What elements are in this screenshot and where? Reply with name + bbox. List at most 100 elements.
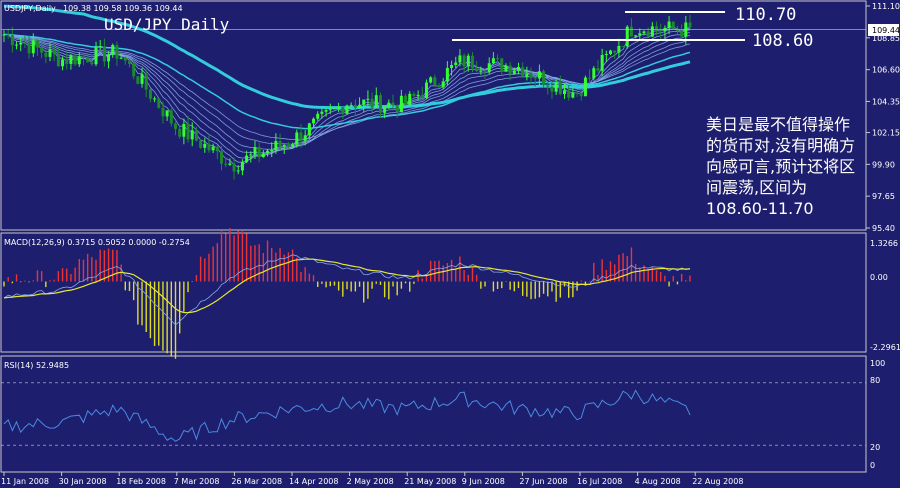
price-bar-body: [512, 70, 516, 75]
price-bar-body: [69, 55, 73, 64]
price-bar-body: [504, 65, 508, 72]
price-bar-body: [253, 147, 257, 155]
price-bar-body: [61, 59, 65, 67]
price-tick-label: 111.10: [872, 2, 900, 11]
price-bar-body: [508, 65, 512, 75]
comment-line-2: 的货币对,没有明确方: [706, 136, 855, 155]
price-bar-body: [15, 44, 19, 46]
price-bar-body: [671, 21, 675, 29]
date-tick-label: 11 Jan 2008: [1, 477, 49, 486]
price-bar-body: [23, 42, 27, 44]
price-bar-body: [349, 104, 353, 106]
price-tick-label: 106.60: [872, 66, 900, 75]
price-bar-body: [571, 92, 575, 98]
price-bar-body: [491, 58, 495, 64]
price-bar-body: [688, 22, 692, 28]
price-bar-body: [86, 57, 90, 63]
date-tick-label: 14 Apr 2008: [289, 477, 338, 486]
date-tick-label: 2 May 2008: [347, 477, 394, 486]
price-bar-body: [395, 105, 399, 113]
rsi-line: [3, 389, 691, 442]
price-bar-body: [199, 140, 203, 148]
rsi-label: RSI(14) 52.9485: [4, 361, 69, 370]
price-bar-body: [592, 68, 596, 79]
price-bar-body: [178, 128, 182, 137]
price-bar-body: [52, 49, 56, 54]
price-bar-body: [642, 31, 646, 34]
price-bar-body: [19, 42, 23, 45]
price-bar-body: [245, 155, 249, 163]
date-tick-label: 7 Mar 2008: [174, 477, 220, 486]
price-bar-body: [73, 55, 77, 65]
price-bar-body: [77, 56, 81, 65]
price-tick-label: 108.85: [872, 34, 900, 43]
price-bar-body: [462, 55, 466, 67]
price-bar-body: [621, 46, 625, 48]
rsi-tick-0: 0: [870, 461, 875, 470]
macd-tick-top: 1.3266: [870, 239, 898, 248]
price-bar-body: [81, 56, 85, 58]
date-tick-label: 16 Jul 2008: [577, 477, 622, 486]
price-bar-body: [345, 105, 349, 114]
price-bar-body: [483, 70, 487, 73]
price-bar-body: [98, 46, 102, 48]
price-tick-label: 99.90: [872, 160, 895, 169]
price-bar-body: [554, 82, 558, 92]
price-bar-body: [370, 98, 374, 108]
price-bar-body: [123, 57, 127, 61]
price-bar-body: [609, 50, 613, 55]
price-bar-body: [563, 90, 567, 95]
price-bar-body: [291, 144, 295, 147]
price-bar-body: [374, 95, 378, 108]
price-bar-body: [454, 62, 458, 65]
price-tick-label: 102.15: [872, 129, 900, 138]
price-bar-body: [487, 63, 491, 73]
price-bar-body: [295, 132, 299, 145]
price-bar-body: [596, 68, 600, 71]
comment-line-3: 向感可言,预计还将区: [706, 157, 855, 176]
price-bar-body: [583, 77, 587, 97]
price-bar-body: [328, 109, 332, 111]
price-bar-body: [286, 145, 290, 147]
price-bar-body: [529, 73, 533, 78]
price-bar-body: [215, 146, 219, 152]
price-bar-body: [194, 130, 198, 141]
high-level-label: 110.70: [735, 5, 796, 25]
price-bar-body: [274, 141, 278, 151]
price-bar-body: [186, 123, 190, 140]
price-bar-body: [470, 55, 474, 69]
price-bar-body: [408, 93, 412, 105]
price-bar-body: [659, 29, 663, 31]
price-tick-label: 97.65: [872, 192, 895, 201]
macd-signal-line: [3, 258, 691, 314]
price-bar-body: [266, 150, 270, 154]
price-bar-body: [94, 47, 98, 65]
price-bar-body: [240, 162, 244, 171]
price-plot: [1, 4, 866, 180]
current-price-box: [868, 24, 899, 36]
ohlc-label: 109.38 109.58 109.36 109.44: [63, 4, 183, 13]
price-bar-body: [429, 77, 433, 83]
price-bar-body: [458, 55, 462, 63]
price-bar-body: [546, 85, 550, 87]
price-bar-body: [312, 118, 316, 124]
price-bar-body: [646, 31, 650, 37]
price-bar-body: [182, 123, 186, 137]
date-tick-label: 21 May 2008: [404, 477, 456, 486]
price-bar-body: [153, 98, 157, 100]
price-bar-body: [420, 94, 424, 98]
price-bar-body: [136, 76, 140, 84]
macd-plot: [3, 228, 691, 359]
price-bar-body: [450, 64, 454, 69]
price-bar-body: [383, 106, 387, 113]
price-bar-body: [387, 102, 391, 107]
price-bar-body: [102, 46, 106, 62]
price-bar-body: [332, 108, 336, 110]
price-bar-body: [107, 54, 111, 62]
price-bar-body: [537, 71, 541, 79]
price-bar-body: [500, 58, 504, 72]
price-bar-body: [479, 70, 483, 72]
price-bar-body: [613, 50, 617, 53]
price-bar-body: [353, 104, 357, 108]
price-bar-body: [680, 30, 684, 37]
